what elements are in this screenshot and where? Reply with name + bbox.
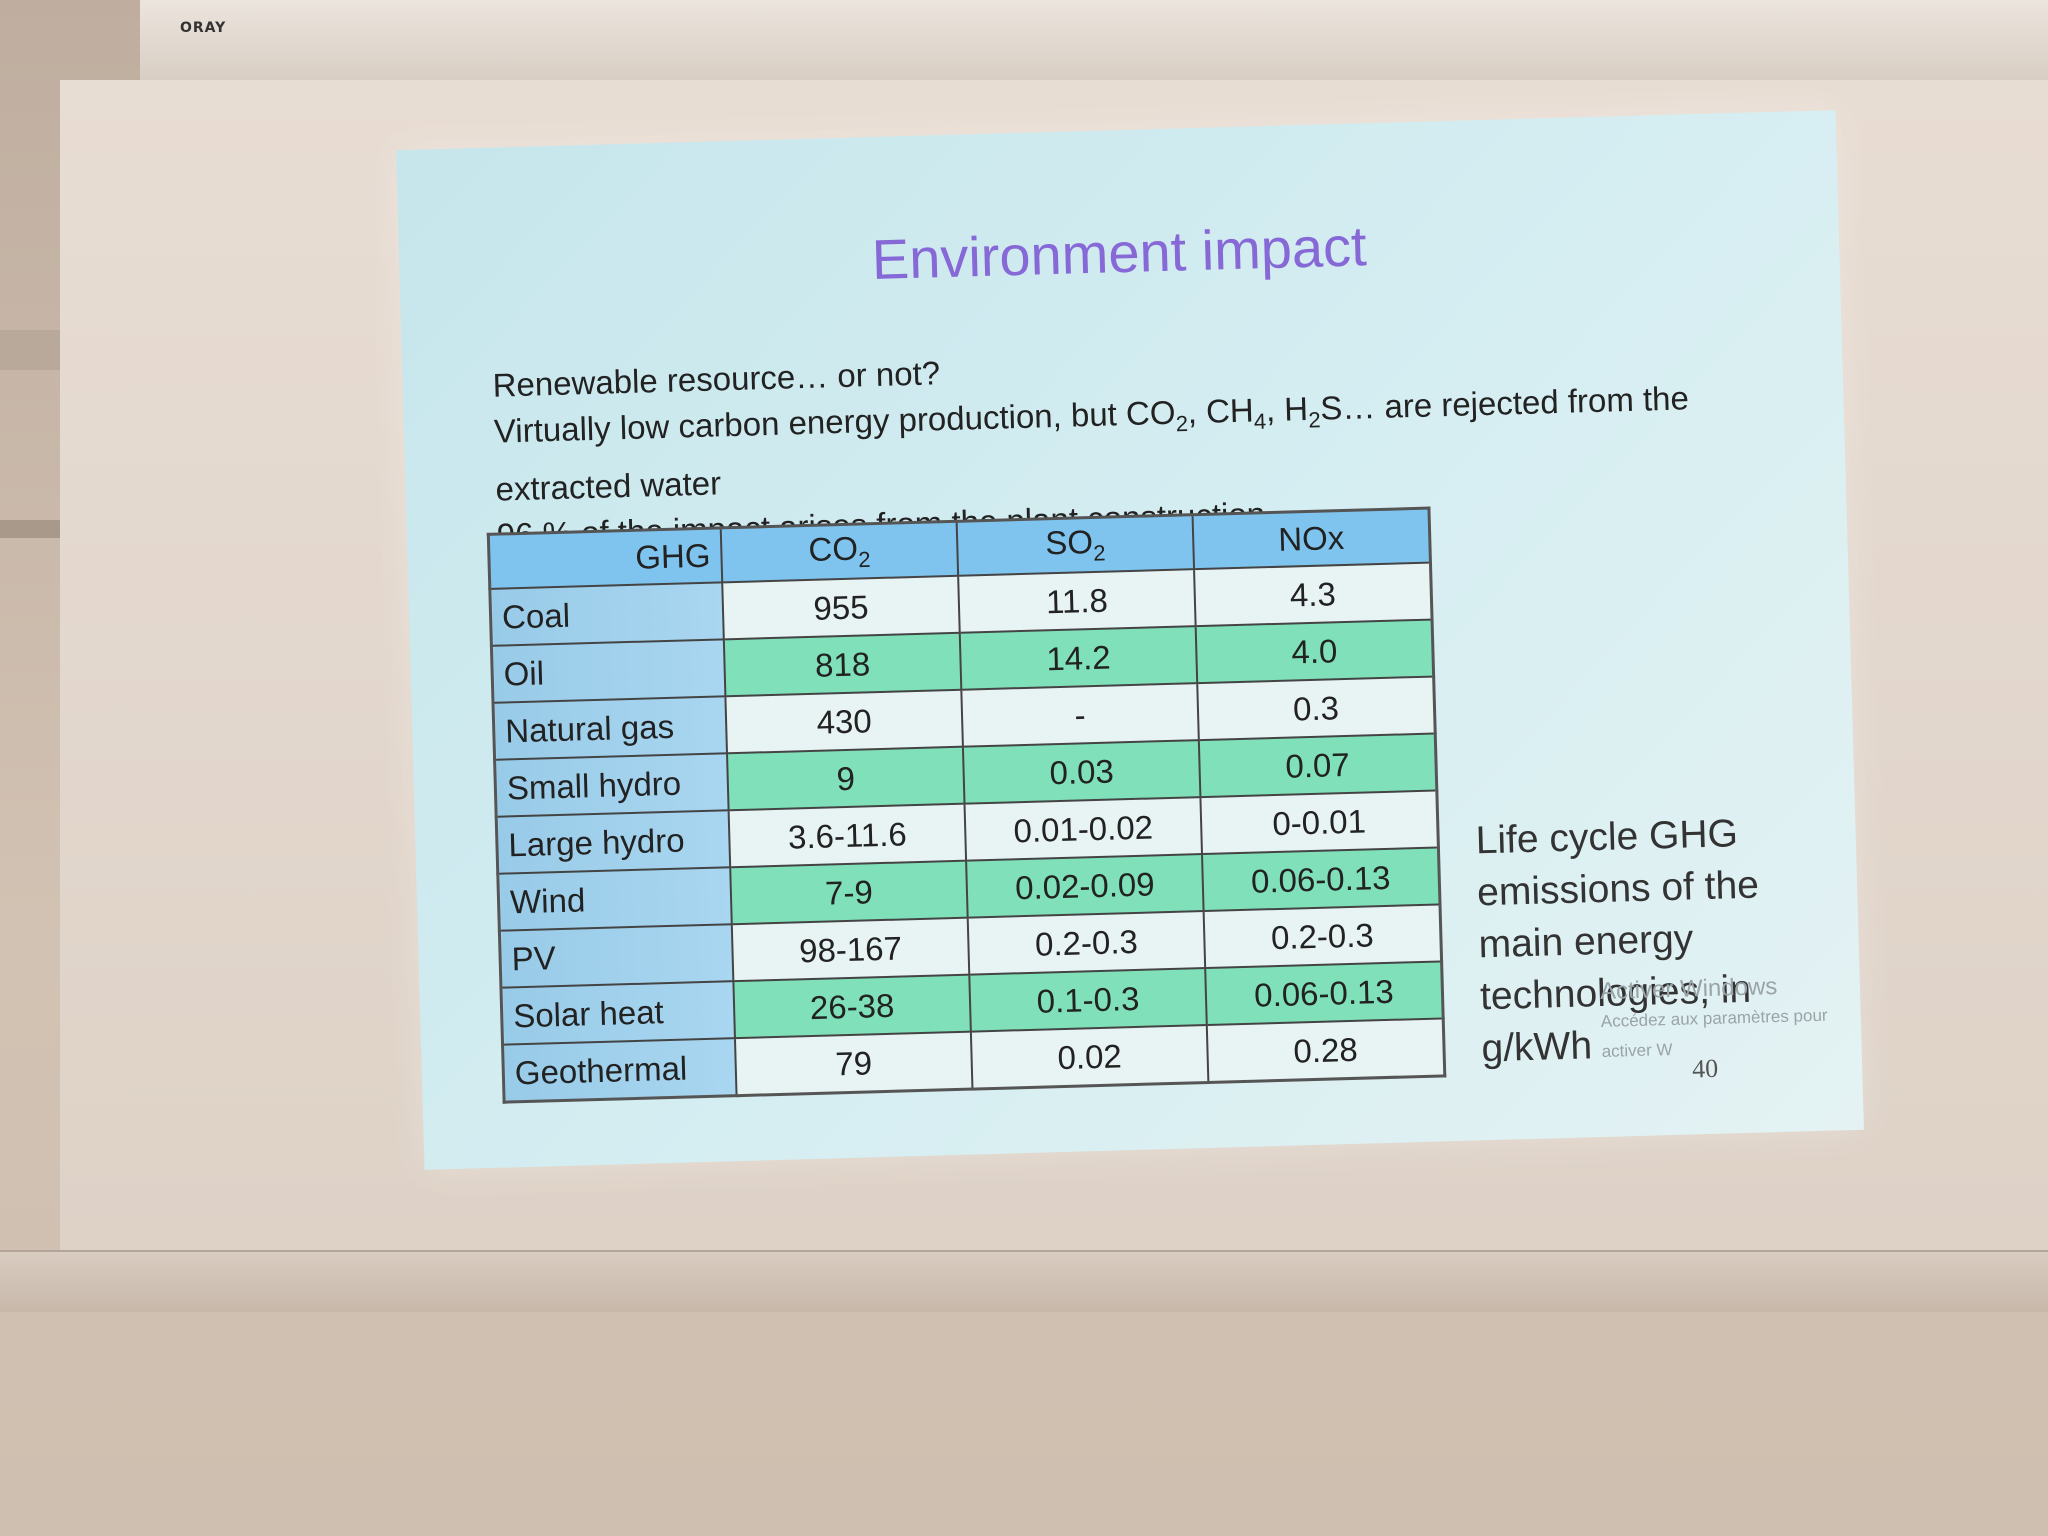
row-label-cell: Natural gas (493, 696, 728, 760)
nox-cell: 0.3 (1197, 676, 1436, 741)
windows-activation-watermark: Activer Windows Accédez aux paramètres p… (1600, 970, 1862, 1067)
so2-cell: 0.2-0.3 (967, 911, 1206, 975)
so2-cell: 0.1-0.3 (969, 968, 1207, 1032)
so2-cell: 0.02-0.09 (966, 854, 1204, 918)
co2-cell: 7-9 (730, 860, 968, 925)
so2-cell: 0.02 (970, 1025, 1209, 1090)
slide-title: Environment impact (870, 214, 1368, 292)
table-header-cell: NOx (1192, 508, 1431, 570)
so2-cell: - (961, 683, 1199, 747)
co2-cell: 9 (727, 746, 965, 811)
row-label-cell: Small hydro (494, 753, 729, 817)
co2-cell: 818 (723, 632, 962, 697)
so2-cell: 11.8 (958, 569, 1196, 633)
row-label-cell: Large hydro (496, 810, 731, 874)
row-label-cell: PV (499, 924, 734, 988)
nox-cell: 0.06-0.13 (1205, 961, 1444, 1026)
row-label-cell: Wind (497, 867, 732, 931)
co2-cell: 98-167 (731, 917, 970, 982)
row-label-cell: Geothermal (502, 1038, 737, 1103)
co2-cell: 955 (722, 575, 960, 640)
screen-bottom-bar (0, 1250, 2048, 1312)
nox-cell: 4.3 (1194, 562, 1433, 627)
co2-cell: 430 (725, 689, 963, 754)
screen-brand-label: ORAY (180, 20, 227, 36)
so2-cell: 14.2 (959, 626, 1198, 690)
table-header-cell: GHG (488, 527, 723, 589)
nox-cell: 0.06-0.13 (1202, 847, 1441, 912)
slide-page-number: 40 (1691, 1053, 1719, 1084)
co2-cell: 3.6-11.6 (728, 803, 967, 868)
nox-cell: 0.07 (1198, 733, 1437, 798)
co2-cell: 26-38 (733, 974, 971, 1039)
table-header-cell: SO2 (956, 514, 1195, 576)
ghg-emissions-table: GHG CO2 SO2 NOx Coal 955 11.8 4.3 Oil 818 14.2 4.0 N… (486, 506, 1447, 1104)
row-label-cell: Solar heat (500, 981, 735, 1045)
row-label-cell: Coal (489, 582, 724, 646)
projector-screen-housing: ORAY (140, 0, 2048, 82)
watermark-line-2: Accédez aux paramètres pour activer W (1600, 1005, 1828, 1061)
nox-cell: 0.2-0.3 (1203, 904, 1442, 969)
nox-cell: 0-0.01 (1200, 790, 1439, 855)
nox-cell: 0.28 (1206, 1018, 1445, 1083)
co2-cell: 79 (734, 1031, 973, 1096)
table-header-cell: CO2 (720, 521, 959, 583)
so2-cell: 0.03 (962, 740, 1201, 804)
projected-slide: Environment impact Renewable resource… o… (396, 110, 1864, 1170)
row-label-cell: Oil (491, 639, 726, 703)
nox-cell: 4.0 (1195, 619, 1434, 684)
so2-cell: 0.01-0.02 (964, 797, 1203, 861)
